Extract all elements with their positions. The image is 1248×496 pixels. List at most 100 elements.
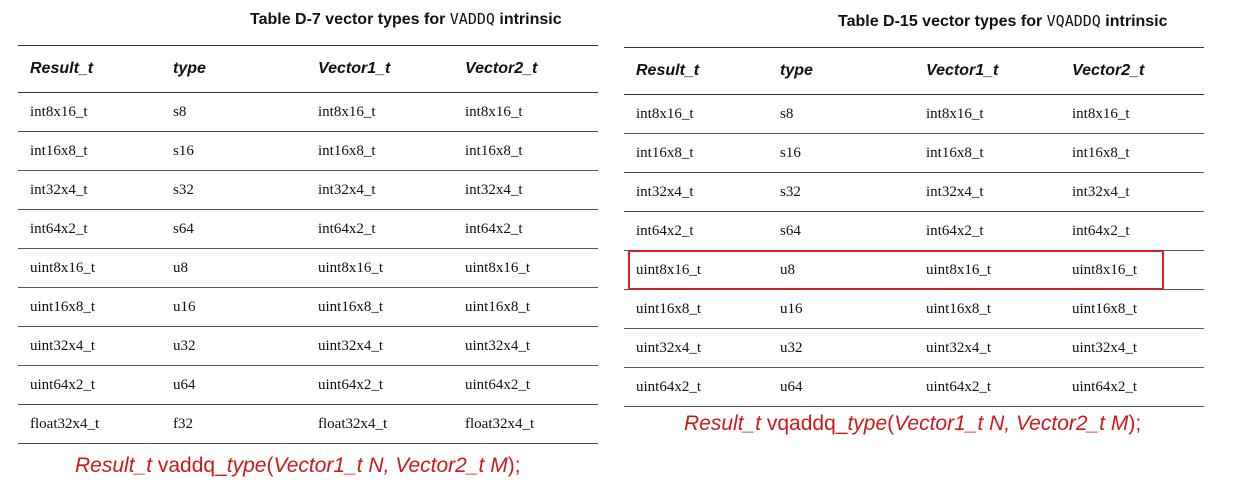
table-cell: s8 — [173, 104, 187, 120]
table-cell: int16x8_t — [636, 145, 694, 161]
sig-args: Vector1_t N, Vector2_t M — [894, 412, 1129, 435]
table-cell: uint16x8_t — [636, 301, 702, 317]
sig-name: vqaddq_ — [761, 412, 848, 435]
table-header-row: Result_t type Vector1_t Vector2_t — [18, 45, 598, 93]
table-cell: u16 — [173, 299, 196, 315]
table-cell: int64x2_t — [926, 223, 984, 239]
highlight-box — [628, 250, 1164, 290]
table-cell: int64x2_t — [30, 221, 88, 237]
table-cell: uint8x16_t — [30, 260, 96, 276]
sig-type: type — [847, 412, 888, 435]
table-cell: s8 — [780, 106, 794, 122]
table-cell: int32x4_t — [1072, 184, 1130, 200]
table-cell: int8x16_t — [926, 106, 984, 122]
sig-open: ( — [266, 454, 274, 477]
table-cell: int64x2_t — [636, 223, 694, 239]
column-header: Vector2_t — [1072, 62, 1145, 79]
column-header: Result_t — [636, 62, 700, 79]
right-table-caption: Table D-15 vector types for VQADDQ intri… — [838, 12, 1168, 31]
table-cell: float32x4_t — [318, 416, 388, 432]
vqaddq-types-table: Result_t type Vector1_t Vector2_t int8x16_t s… — [624, 47, 1204, 407]
table-cell: uint8x16_t — [318, 260, 384, 276]
table-cell: u64 — [173, 377, 196, 393]
table-cell: int16x8_t — [465, 143, 523, 159]
table-cell: uint16x8_t — [318, 299, 384, 315]
table-cell: uint16x8_t — [30, 299, 96, 315]
vaddq-signature: Result_t vaddq_type(Vector1_t N, Vector2… — [75, 454, 521, 478]
table-cell: f32 — [173, 416, 193, 432]
caption-text: intrinsic — [494, 11, 562, 28]
table-cell: uint32x4_t — [465, 338, 531, 354]
table-cell: int8x16_t — [636, 106, 694, 122]
table-cell: int8x16_t — [318, 104, 376, 120]
caption-text: Table D-7 vector types for — [250, 11, 450, 28]
table-cell: int8x16_t — [1072, 106, 1130, 122]
sig-close: ); — [1128, 412, 1142, 435]
table-cell: int32x4_t — [926, 184, 984, 200]
table-row: uint8x16_t u8 uint8x16_t uint8x16_t — [624, 250, 1204, 290]
column-header: Vector2_t — [465, 60, 538, 77]
table-cell: uint64x2_t — [1072, 379, 1138, 395]
table-row: int64x2_t s64 int64x2_t int64x2_t — [18, 210, 598, 249]
table-cell: s64 — [780, 223, 801, 239]
vaddq-types-table: Result_t type Vector1_t Vector2_t int8x16_t s… — [18, 45, 598, 444]
table-cell: uint32x4_t — [1072, 340, 1138, 356]
table-row: float32x4_t f32 float32x4_t float32x4_t — [18, 405, 598, 444]
table-cell: uint64x2_t — [636, 379, 702, 395]
table-cell: int16x8_t — [318, 143, 376, 159]
table-cell: uint32x4_t — [318, 338, 384, 354]
table-cell: int16x8_t — [926, 145, 984, 161]
table-cell: uint32x4_t — [30, 338, 96, 354]
table-cell: uint8x16_t — [636, 262, 702, 278]
table-cell: uint64x2_t — [318, 377, 384, 393]
table-cell: uint64x2_t — [30, 377, 96, 393]
table-cell: uint16x8_t — [465, 299, 531, 315]
table-row: int64x2_t s64 int64x2_t int64x2_t — [624, 212, 1204, 251]
table-cell: u16 — [780, 301, 803, 317]
table-row: int16x8_t s16 int16x8_t int16x8_t — [624, 134, 1204, 173]
table-row: int32x4_t s32 int32x4_t int32x4_t — [624, 173, 1204, 212]
sig-close: ); — [507, 454, 521, 477]
table-row: int8x16_t s8 int8x16_t int8x16_t — [18, 93, 598, 132]
table-row: uint32x4_t u32 uint32x4_t uint32x4_t — [18, 327, 598, 366]
table-cell: uint64x2_t — [926, 379, 992, 395]
table-cell: int64x2_t — [318, 221, 376, 237]
table-cell: uint32x4_t — [636, 340, 702, 356]
table-cell: int8x16_t — [465, 104, 523, 120]
sig-result: Result_t — [75, 454, 153, 477]
table-cell: u64 — [780, 379, 803, 395]
table-cell: u32 — [780, 340, 803, 356]
table-cell: s64 — [173, 221, 194, 237]
caption-text: intrinsic — [1100, 13, 1168, 30]
table-cell: int8x16_t — [30, 104, 88, 120]
table-cell: int32x4_t — [30, 182, 88, 198]
table-row: int32x4_t s32 int32x4_t int32x4_t — [18, 171, 598, 210]
sig-name: vaddq_ — [152, 454, 227, 477]
table-cell: uint8x16_t — [926, 262, 992, 278]
vqaddq-signature: Result_t vqaddq_type(Vector1_t N, Vector… — [684, 412, 1141, 436]
table-cell: u8 — [780, 262, 795, 278]
table-header-row: Result_t type Vector1_t Vector2_t — [624, 47, 1204, 95]
sig-open: ( — [887, 412, 895, 435]
table-row: uint8x16_t u8 uint8x16_t uint8x16_t — [18, 249, 598, 288]
table-cell: uint8x16_t — [1072, 262, 1138, 278]
table-cell: s16 — [780, 145, 801, 161]
table-cell: uint16x8_t — [1072, 301, 1138, 317]
column-header: Vector1_t — [926, 62, 999, 79]
table-row: int16x8_t s16 int16x8_t int16x8_t — [18, 132, 598, 171]
table-cell: s32 — [780, 184, 801, 200]
column-header: Result_t — [30, 60, 94, 77]
table-cell: u8 — [173, 260, 188, 276]
table-row: uint64x2_t u64 uint64x2_t uint64x2_t — [624, 368, 1204, 407]
table-row: uint32x4_t u32 uint32x4_t uint32x4_t — [624, 329, 1204, 368]
table-cell: uint64x2_t — [465, 377, 531, 393]
table-cell: u32 — [173, 338, 196, 354]
table-row: uint16x8_t u16 uint16x8_t uint16x8_t — [624, 290, 1204, 329]
table-cell: int32x4_t — [636, 184, 694, 200]
table-cell: int16x8_t — [1072, 145, 1130, 161]
table-cell: uint8x16_t — [465, 260, 531, 276]
table-cell: s16 — [173, 143, 194, 159]
column-header: type — [780, 62, 813, 79]
table-row: uint64x2_t u64 uint64x2_t uint64x2_t — [18, 366, 598, 405]
table-cell: int64x2_t — [465, 221, 523, 237]
